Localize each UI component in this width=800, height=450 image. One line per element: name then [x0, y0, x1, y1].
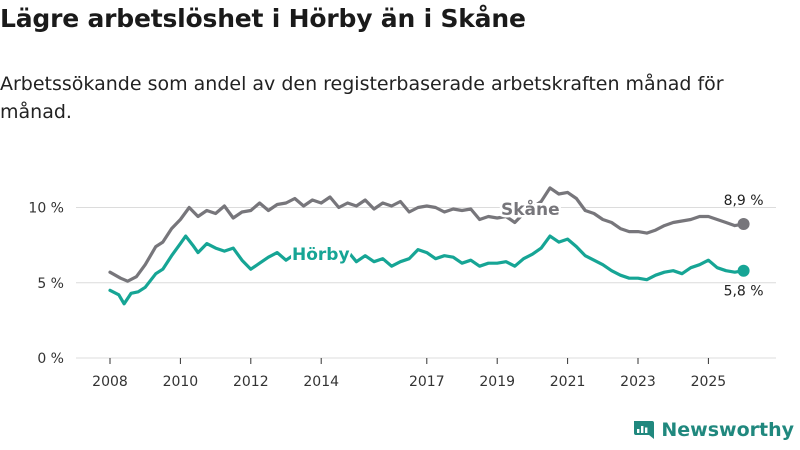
chart-subtitle: Arbetssökande som andel av den registerb… — [0, 73, 724, 123]
y-tick-label: 0 % — [37, 351, 64, 367]
y-tick-label: 10 % — [28, 201, 64, 217]
end-marker-skane — [737, 218, 750, 231]
x-axis: 2008 2010 2012 2014 2017 2019 2021 2023 2025 — [92, 358, 726, 390]
series-line-horby — [108, 234, 746, 306]
series-label-horby: Hörby — [292, 245, 350, 265]
x-tick-label: 2019 — [479, 374, 515, 390]
label-layer: Skåne Hörby 8,9 % 5,8 % — [290, 193, 764, 300]
series-line-skane — [108, 186, 746, 283]
end-value-skane: 8,9 % — [724, 193, 764, 209]
x-tick-label: 2025 — [691, 374, 727, 390]
y-axis: 0 % 5 % 10 % — [28, 201, 64, 368]
x-tick-label: 2014 — [303, 374, 339, 390]
series-label-skane: Skåne — [501, 198, 560, 220]
x-tick-label: 2008 — [92, 374, 128, 390]
series-layer — [108, 186, 750, 306]
chart-title: Lägre arbetslöshet i Hörby än i Skåne — [0, 4, 526, 33]
x-tick-label: 2017 — [409, 374, 445, 390]
grid-layer — [76, 207, 776, 359]
x-tick-label: 2010 — [163, 374, 199, 390]
brand-logo[interactable]: Newsworthy — [631, 418, 794, 442]
end-value-horby: 5,8 % — [724, 284, 764, 300]
x-tick-label: 2023 — [620, 374, 656, 390]
brand-name: Newsworthy — [661, 419, 794, 441]
x-tick-label: 2021 — [550, 374, 586, 390]
x-tick-label: 2012 — [233, 374, 269, 390]
newsworthy-logo-icon — [634, 421, 655, 439]
end-marker-horby — [737, 264, 750, 277]
y-tick-label: 5 % — [37, 276, 64, 292]
